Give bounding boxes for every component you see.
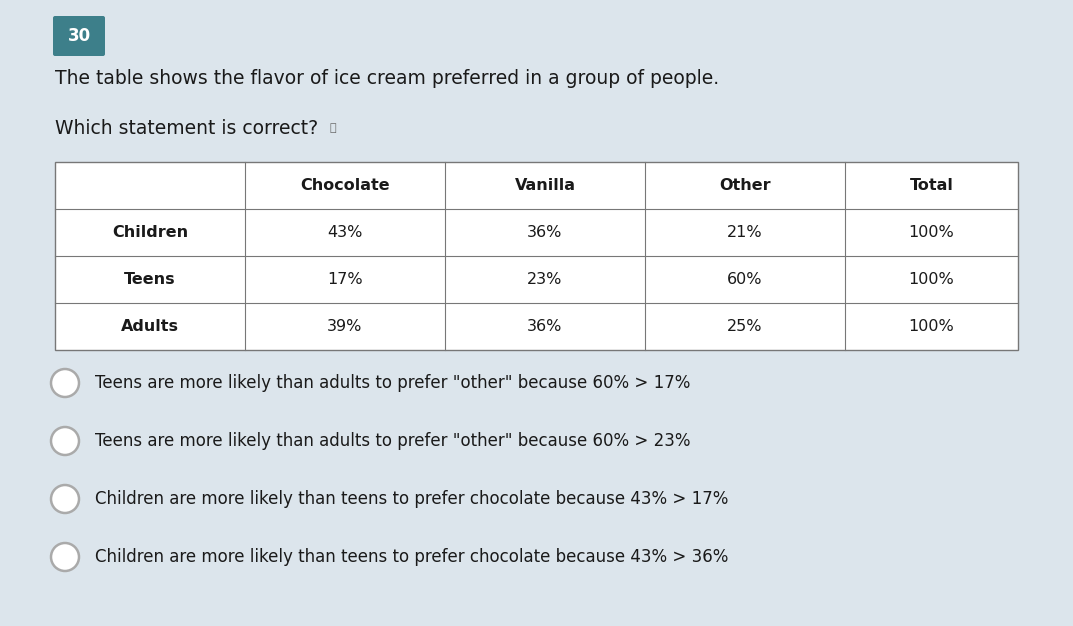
Text: Other: Other xyxy=(719,178,770,193)
Text: 36%: 36% xyxy=(527,225,562,240)
Text: Teens are more likely than adults to prefer "other" because 60% > 17%: Teens are more likely than adults to pre… xyxy=(95,374,690,392)
Text: 100%: 100% xyxy=(909,319,954,334)
Text: The table shows the flavor of ice cream preferred in a group of people.: The table shows the flavor of ice cream … xyxy=(55,68,719,88)
Text: 21%: 21% xyxy=(727,225,763,240)
Text: Children are more likely than teens to prefer chocolate because 43% > 36%: Children are more likely than teens to p… xyxy=(95,548,729,566)
Text: 43%: 43% xyxy=(327,225,363,240)
Text: Children: Children xyxy=(112,225,188,240)
Text: Children are more likely than teens to prefer chocolate because 43% > 17%: Children are more likely than teens to p… xyxy=(95,490,729,508)
Text: Chocolate: Chocolate xyxy=(300,178,389,193)
Text: 25%: 25% xyxy=(727,319,763,334)
Text: Vanilla: Vanilla xyxy=(514,178,575,193)
Text: 100%: 100% xyxy=(909,225,954,240)
Text: 📋: 📋 xyxy=(330,123,337,133)
Text: 30: 30 xyxy=(68,27,90,45)
Text: Which statement is correct?: Which statement is correct? xyxy=(55,118,318,138)
Text: Teens: Teens xyxy=(124,272,176,287)
Bar xyxy=(55,162,1018,350)
Text: 60%: 60% xyxy=(727,272,763,287)
Circle shape xyxy=(52,485,79,513)
Text: Adults: Adults xyxy=(121,319,179,334)
FancyBboxPatch shape xyxy=(53,16,105,56)
Text: 23%: 23% xyxy=(527,272,562,287)
Circle shape xyxy=(52,427,79,455)
Text: Total: Total xyxy=(910,178,954,193)
Text: Teens are more likely than adults to prefer "other" because 60% > 23%: Teens are more likely than adults to pre… xyxy=(95,432,691,450)
Text: 100%: 100% xyxy=(909,272,954,287)
Text: 39%: 39% xyxy=(327,319,363,334)
Circle shape xyxy=(52,369,79,397)
Text: 17%: 17% xyxy=(327,272,363,287)
Text: 36%: 36% xyxy=(527,319,562,334)
Circle shape xyxy=(52,543,79,571)
